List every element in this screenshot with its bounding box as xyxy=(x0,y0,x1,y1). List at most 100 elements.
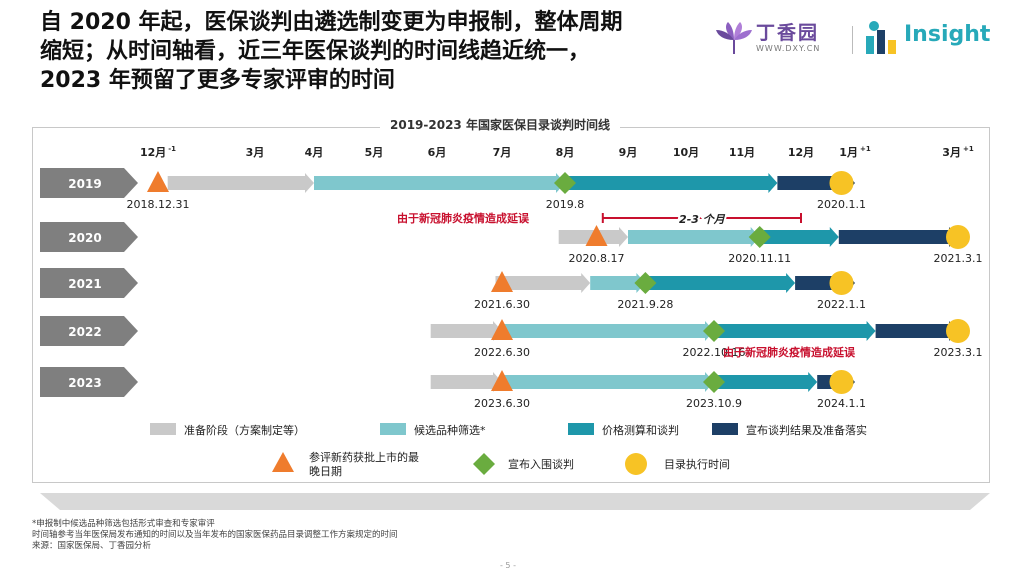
phase-bar-prep xyxy=(430,372,502,392)
phase-bar-screen xyxy=(502,372,714,392)
delay-duration-label: 2-3 个月 xyxy=(679,213,726,226)
legend-label-announce: 宣布谈判结果及准备落实 xyxy=(746,423,867,437)
legend-label-screen: 候选品种筛选* xyxy=(414,423,486,437)
phase-bar-nego xyxy=(645,273,796,293)
marker-date-label: 2020.1.1 xyxy=(817,198,866,211)
legend-label-diamond: 宣布入围谈判 xyxy=(508,457,574,471)
insight-chart-icon xyxy=(866,21,896,54)
footnote-2: 时间轴参考当年医保局发布通知的时间以及当年发布的国家医保药品目录调整工作方案规定… xyxy=(32,530,398,540)
marker-date-label: 2020.11.11 xyxy=(728,252,791,265)
triangle-marker xyxy=(585,225,608,246)
phase-bar-announce xyxy=(838,227,958,247)
triangle-marker xyxy=(147,171,169,192)
phase-bar-screen xyxy=(502,321,714,341)
legend-circle-icon xyxy=(625,453,647,475)
page-number: - 5 - xyxy=(500,561,516,570)
marker-date-label: 2019.8 xyxy=(546,198,585,211)
footnotes: *申报制中候选品种筛选包括形式审查和专家审评 时间轴参考当年医保局发布通知的时间… xyxy=(32,519,398,552)
diamond-marker xyxy=(554,172,576,194)
dxy-url: WWW.DXY.CN xyxy=(756,44,821,53)
phase-bar-screen xyxy=(590,273,646,293)
month-label: 12月 -1 xyxy=(140,145,176,159)
month-label: 6月 xyxy=(428,146,447,159)
chart-title: 2019-2023 年国家医保目录谈判时间线 xyxy=(380,116,620,133)
month-label: 9月 xyxy=(619,146,638,159)
month-label: 11月 xyxy=(729,146,755,159)
marker-date-label: 2018.12.31 xyxy=(127,198,190,211)
legend-label-triangle-line2: 晚日期 xyxy=(309,465,342,478)
year-label-arrow xyxy=(40,367,138,397)
triangle-marker xyxy=(491,370,513,391)
legend-swatch-screen xyxy=(380,423,406,435)
marker-date-label: 2022.6.30 xyxy=(474,346,530,359)
circle-marker xyxy=(829,271,854,295)
delay-annotation: 由于新冠肺炎疫情造成延误 xyxy=(397,211,530,225)
base-platform xyxy=(40,493,990,510)
year-label: 2022 xyxy=(68,325,101,339)
legend-swatch-nego xyxy=(568,423,594,435)
legend-diamond-icon xyxy=(473,453,495,475)
legend-swatch-announce xyxy=(712,423,738,435)
triangle-marker xyxy=(491,271,513,292)
month-label: 3月 +1 xyxy=(942,145,974,159)
month-label: 3月 xyxy=(246,146,265,159)
legend-triangle-icon xyxy=(272,452,294,472)
year-label: 2023 xyxy=(68,376,101,390)
triangle-marker xyxy=(491,319,513,340)
diamond-marker xyxy=(748,226,771,248)
legend-label-triangle-line1: 参评新药获批上市的最 xyxy=(309,450,419,464)
footnote-source: 来源：国家医保局、丁香园分析 xyxy=(32,541,152,551)
phase-bar-nego xyxy=(714,372,818,392)
marker-date-label: 2024.1.1 xyxy=(817,397,866,410)
dxy-logo: 丁香园 WWW.DXY.CN xyxy=(714,18,844,62)
year-label-arrow xyxy=(40,168,138,198)
marker-date-label: 2023.10.9 xyxy=(686,397,742,410)
marker-date-label: 2021.3.1 xyxy=(934,252,983,265)
phase-bar-screen xyxy=(628,227,760,247)
dxy-name: 丁香园 xyxy=(756,22,820,44)
circle-marker xyxy=(829,171,854,195)
circle-marker xyxy=(946,319,970,343)
diamond-marker xyxy=(634,272,657,294)
phase-bar-nego xyxy=(565,173,778,193)
year-label-arrow xyxy=(40,222,138,252)
diamond-marker xyxy=(703,320,725,342)
phase-bar-screen xyxy=(314,173,565,193)
delay-annotation: 由于新冠肺炎疫情造成延误 xyxy=(723,345,856,359)
year-label: 2021 xyxy=(68,277,101,291)
marker-date-label: 2023.6.30 xyxy=(474,397,530,410)
insight-name: Insight xyxy=(904,22,991,47)
month-label: 10月 xyxy=(673,146,699,159)
dxy-flower-icon xyxy=(716,22,752,54)
month-label: 8月 xyxy=(556,146,575,159)
insight-logo: Insight xyxy=(864,18,1004,62)
legend-swatch-prep xyxy=(150,423,176,435)
marker-date-label: 2023.3.1 xyxy=(934,346,983,359)
marker-date-label: 2022.10.16 xyxy=(683,346,746,359)
circle-marker xyxy=(829,370,854,394)
marker-date-label: 2020.8.17 xyxy=(569,252,625,265)
year-label-arrow xyxy=(40,268,138,298)
month-label: 5月 xyxy=(365,146,384,159)
diamond-marker xyxy=(703,371,725,393)
year-label: 2020 xyxy=(68,231,101,245)
month-label: 1月 +1 xyxy=(839,145,871,159)
phase-bar-prep xyxy=(430,321,502,341)
phase-bar-announce xyxy=(875,321,958,341)
logo-area: 丁香园 WWW.DXY.CN Insight xyxy=(714,18,1004,62)
marker-date-label: 2021.6.30 xyxy=(474,298,530,311)
marker-date-label: 2022.1.1 xyxy=(817,298,866,311)
circle-marker xyxy=(946,225,970,249)
page-title: 自 2020 年起，医保谈判由遴选制变更为申报制，整体周期 缩短；从时间轴看，近… xyxy=(40,10,623,93)
month-label: 7月 xyxy=(493,146,512,159)
phase-bar-prep xyxy=(167,173,314,193)
month-label: 4月 xyxy=(305,146,324,159)
phase-bar-prep xyxy=(495,273,591,293)
phase-bar-nego xyxy=(759,227,839,247)
month-label: 12月 xyxy=(788,146,814,159)
phase-bar-nego xyxy=(714,321,876,341)
year-label: 2019 xyxy=(68,177,101,191)
footnote-1: *申报制中候选品种筛选包括形式审查和专家审评 xyxy=(32,519,215,529)
legend-label-circle: 目录执行时间 xyxy=(664,457,730,471)
